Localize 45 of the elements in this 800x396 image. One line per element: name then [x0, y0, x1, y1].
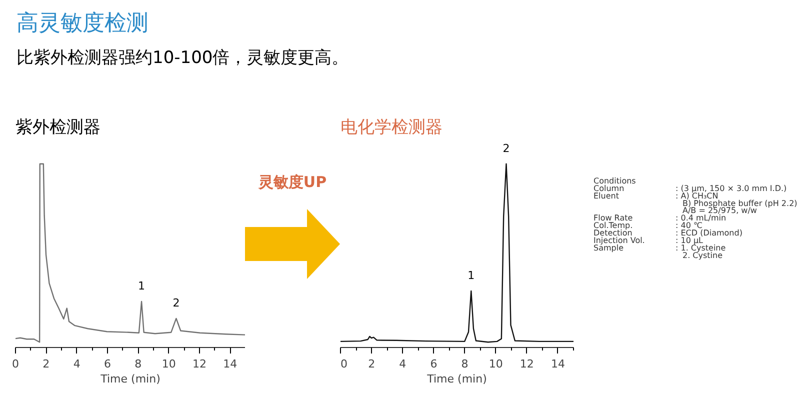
x-tick-label: 8 — [461, 358, 468, 370]
x-tick-label: 4 — [399, 358, 406, 370]
x-tick-label: 14 — [223, 358, 238, 370]
annotation: 2 — [502, 142, 510, 155]
x-tick-label: 14 — [550, 358, 565, 370]
annotation: 1 — [468, 268, 475, 282]
category-label: Eluent — [594, 191, 619, 200]
text: : 40 ℃ — [676, 221, 702, 230]
x-tick-label: 10 — [162, 358, 176, 370]
text: : 10 µL — [676, 236, 704, 246]
text: 灵敏度UP — [257, 172, 328, 193]
category-label: Injection Vol. — [594, 236, 645, 246]
category-label: Sample — [594, 244, 624, 253]
chart-title: 紫外检测器 — [16, 118, 100, 138]
category-label: Column — [594, 184, 624, 193]
category-label: Detection — [594, 228, 632, 238]
text: Conditions — [594, 176, 636, 186]
annotation: 1 — [138, 280, 146, 293]
x-tick-label: 12 — [520, 358, 534, 370]
annotation: 2 — [172, 296, 180, 310]
text: 高灵敏度检测 — [16, 10, 148, 36]
x-tick-label: 10 — [488, 358, 503, 370]
x-tick-label: 2 — [368, 358, 376, 370]
text: : ECD (Diamond) — [676, 228, 742, 238]
category-label: Flow Rate — [594, 214, 633, 223]
text: : (3 µm, 150 × 3.0 mm I.D.) — [676, 184, 787, 193]
text: : A) CH₃CN — [676, 191, 718, 200]
category-label: Col.Temp. — [594, 221, 633, 230]
text: : 0.4 mL/min — [676, 214, 726, 223]
text: B) Phosphate buffer (pH 2.2) — [682, 198, 798, 208]
text: : 1. Cysteine — [676, 244, 726, 253]
x-tick-label: 8 — [134, 358, 142, 370]
text: 比紫外检测器强约10-100倍，灵敏度更高。 — [16, 48, 349, 68]
text: 2. Cystine — [682, 251, 723, 260]
x-tick-label: 2 — [42, 358, 50, 370]
text: A/B = 25/975, w/w — [682, 206, 757, 216]
x-tick-label: 0 — [12, 358, 19, 370]
x-tick-label: 6 — [104, 358, 111, 370]
x-tick-label: 0 — [340, 358, 348, 370]
x-axis-title: Time (min) — [100, 372, 160, 386]
x-tick-label: 4 — [73, 358, 80, 370]
chart-title: 电化学检测器 — [340, 118, 442, 138]
x-axis-title: Time (min) — [426, 372, 487, 386]
x-tick-label: 6 — [430, 358, 438, 370]
x-tick-label: 12 — [192, 358, 206, 370]
